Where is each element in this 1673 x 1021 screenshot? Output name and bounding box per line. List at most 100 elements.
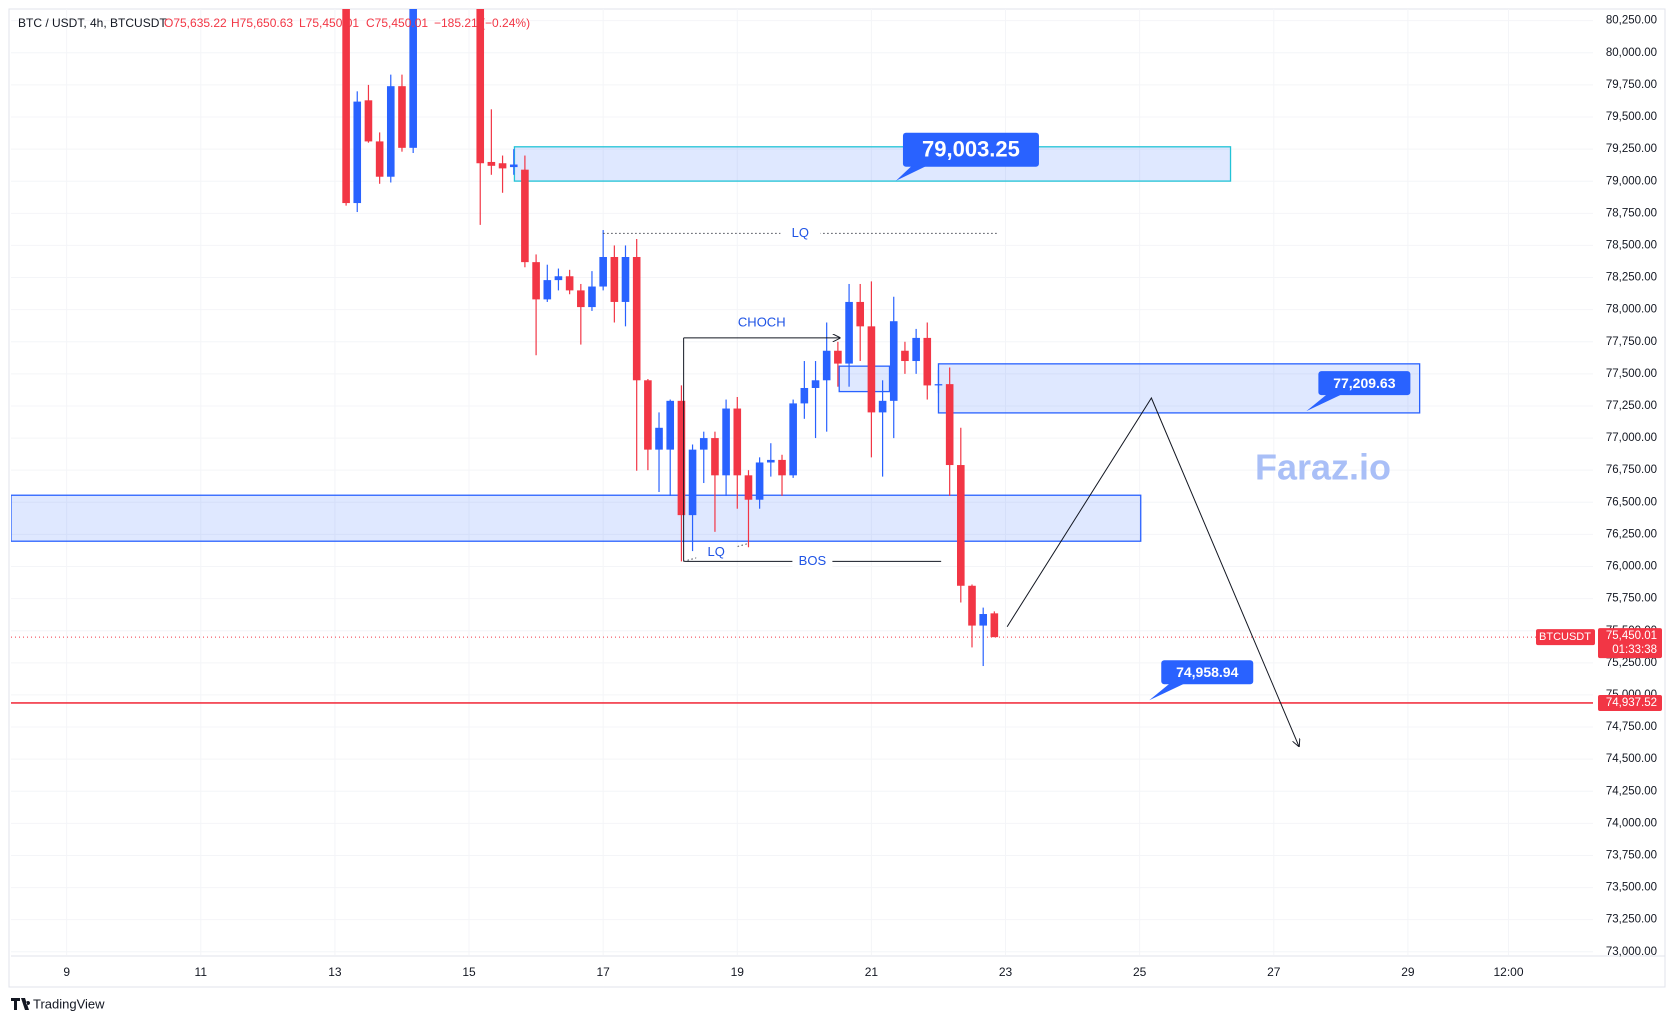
y-tick-label: 78,750.00 — [1606, 207, 1657, 219]
x-tick-label: 15 — [462, 965, 476, 979]
watermark: Faraz.io — [1255, 447, 1391, 488]
candle-body — [375, 141, 384, 177]
y-tick-label: 73,000.00 — [1606, 946, 1657, 958]
candle-body — [744, 475, 753, 500]
x-tick-label: 23 — [999, 965, 1013, 979]
y-tick-label: 79,500.00 — [1606, 111, 1657, 123]
price-tag — [1598, 628, 1662, 659]
candle-body — [509, 164, 518, 168]
candle-body — [565, 276, 574, 291]
candle-body — [845, 301, 853, 364]
candle-body — [800, 387, 809, 404]
annotation-label: LQ — [707, 544, 724, 559]
candle-body — [353, 101, 362, 204]
y-tick-label: 75,750.00 — [1606, 593, 1657, 605]
candle-body — [610, 256, 619, 302]
candle-body — [822, 350, 831, 381]
candle-body — [856, 301, 865, 327]
plot-area: LQ CHOCH BOS LQ 79,003.25 77,209.63 74,958.94 F… — [11, 9, 1593, 746]
y-tick-label: 74,000.00 — [1606, 817, 1657, 829]
candle-body — [901, 350, 909, 362]
candle-body — [934, 384, 943, 386]
candle-body — [632, 256, 641, 381]
countdown-label: 01:33:38 — [1612, 644, 1657, 656]
candle-body — [543, 280, 552, 300]
candle-body — [733, 408, 742, 476]
candle-body — [867, 326, 876, 413]
y-tick-label: 73,750.00 — [1606, 849, 1657, 861]
y-tick-label: 77,250.00 — [1606, 400, 1657, 412]
candle-body — [811, 380, 820, 388]
candle-body — [912, 337, 920, 362]
x-tick-label: 27 — [1267, 965, 1281, 979]
candle-body — [498, 163, 507, 169]
y-tick-label: 75,250.00 — [1606, 657, 1657, 669]
callout-box — [1318, 371, 1411, 396]
ohlc-change: −185.21 (−0.24%) — [434, 16, 530, 30]
callout-pointer — [895, 164, 929, 181]
brand: TradingView — [33, 996, 105, 1011]
axes: 73,000.00 73,250.00 73,500.00 73,750.00 74,0… — [63, 15, 1662, 979]
x-tick-label: 25 — [1133, 965, 1147, 979]
candle-body — [487, 161, 496, 166]
candle-body — [957, 465, 965, 586]
y-tick-label: 74,500.00 — [1606, 753, 1657, 765]
y-tick-label: 80,250.00 — [1606, 15, 1657, 27]
y-tick-label: 79,250.00 — [1606, 143, 1657, 155]
header: BTC / USDT, 4h, BTCUSDT O75,635.22 H75,6… — [18, 16, 530, 30]
callout-pointer — [1149, 682, 1188, 701]
candle-body — [699, 438, 708, 450]
candle-body — [889, 321, 898, 401]
callout-box — [1161, 660, 1254, 685]
candle-body — [968, 585, 976, 626]
candle-body — [778, 459, 786, 476]
annotation-label: LQ — [792, 225, 809, 240]
ohlc-open: O75,635.22 — [164, 16, 227, 30]
x-tick-label: 21 — [865, 965, 879, 979]
y-tick-label: 73,500.00 — [1606, 882, 1657, 894]
candle-body — [923, 337, 932, 386]
y-tick-label: 76,250.00 — [1606, 528, 1657, 540]
candle-body — [398, 86, 406, 148]
callout-pointer — [1306, 393, 1345, 412]
callout-label: 74,958.94 — [1176, 664, 1238, 680]
y-tick-label: 79,750.00 — [1606, 79, 1657, 91]
y-tick-label: 78,500.00 — [1606, 239, 1657, 251]
y-tick-label: 80,000.00 — [1606, 47, 1657, 59]
y-tick-label: 76,750.00 — [1606, 464, 1657, 476]
zone — [513, 146, 1232, 182]
candle-body — [386, 86, 395, 177]
candle-body — [688, 449, 697, 516]
y-tick-label: 73,250.00 — [1606, 914, 1657, 926]
label-bg — [696, 544, 737, 561]
x-tick-label: 29 — [1401, 965, 1415, 979]
candle-body — [711, 438, 719, 476]
symbol-tag-label: BTCUSDT — [1539, 631, 1591, 643]
y-tick-label: 76,500.00 — [1606, 496, 1657, 508]
candle-body — [644, 380, 652, 450]
candle-body — [342, 9, 350, 204]
y-tick-label: 77,750.00 — [1606, 336, 1657, 348]
callout-label: 77,209.63 — [1333, 375, 1395, 391]
annotation-line — [683, 542, 749, 562]
y-tick-label: 78,000.00 — [1606, 304, 1657, 316]
annotation-label: BOS — [799, 553, 827, 568]
candle-body — [767, 459, 775, 463]
logo — [11, 998, 31, 1010]
x-tick-label: 19 — [731, 965, 745, 979]
annotation-label: CHOCH — [738, 314, 786, 329]
callout-box — [902, 132, 1039, 167]
level-tag — [1598, 694, 1662, 711]
x-tick-label: 17 — [596, 965, 610, 979]
y-tick-label: 76,000.00 — [1606, 561, 1657, 573]
y-tick-label: 78,250.00 — [1606, 272, 1657, 284]
label-bg — [792, 553, 833, 570]
label-bg — [780, 225, 821, 242]
candle-body — [521, 169, 529, 263]
candle-body — [588, 286, 596, 308]
candle-body — [409, 9, 417, 148]
candle-body — [789, 403, 797, 476]
footer: TradingView — [11, 996, 105, 1011]
zone — [11, 494, 1142, 542]
